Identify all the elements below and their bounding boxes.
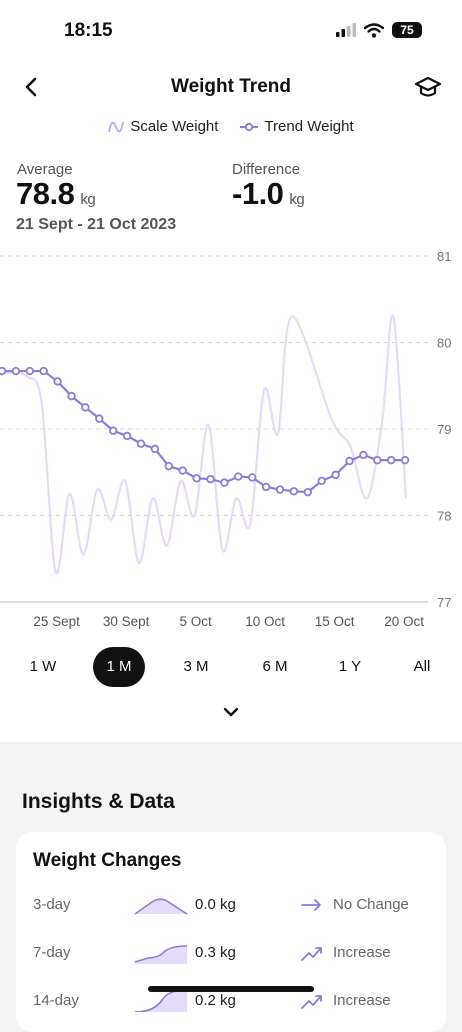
trend-label: Increase (333, 944, 391, 961)
graduation-cap-icon[interactable] (414, 74, 442, 102)
home-indicator (148, 986, 314, 992)
average-unit: kg (80, 191, 96, 208)
legend-scale-label: Scale Weight (130, 118, 219, 135)
average-value-block: 78.8 kg (16, 176, 96, 212)
signal-icon (336, 23, 356, 37)
x-tick-label: 15 Oct (315, 614, 355, 629)
difference-value: -1.0 (232, 176, 284, 211)
range-button-1m[interactable]: 1 M (93, 647, 145, 687)
page-title: Weight Trend (171, 76, 291, 97)
period-label: 3-day (33, 896, 71, 913)
trend-weight-line (2, 369, 406, 494)
trend-point (289, 487, 299, 496)
y-tick-label: 77 (437, 595, 451, 610)
trend-point (387, 455, 396, 465)
legend-trend-weight: Trend Weight (240, 118, 354, 135)
chevron-down-icon[interactable] (219, 700, 243, 724)
trend-point (95, 414, 104, 423)
insights-title: Insights & Data (22, 790, 175, 813)
card-title: Weight Changes (33, 850, 182, 871)
wifi-icon (364, 22, 384, 38)
trend-point (25, 366, 34, 376)
trend-point (11, 366, 21, 376)
wave-icon (108, 121, 125, 132)
trend-point (275, 485, 285, 494)
difference-unit: kg (289, 191, 305, 208)
sparkline (134, 898, 188, 915)
trend-point (53, 377, 62, 386)
range-button-all[interactable]: All (413, 658, 431, 675)
scale-weight-line (0, 314, 407, 575)
y-tick-label: 81 (437, 249, 451, 264)
weight-chart[interactable]: 81 80 79 78 77 25 Sept 30 Sept 5 Oct 10 Oct 15 Oc… (0, 240, 462, 640)
trend-point (400, 455, 410, 465)
average-value: 78.8 (16, 176, 75, 211)
back-icon[interactable] (20, 72, 44, 102)
trend-point (303, 487, 312, 497)
weight-changes-card[interactable]: Weight Changes 3-day 0.0 kg No Change 7-day… (16, 832, 446, 1032)
trend-point (359, 450, 368, 460)
range-button-1y[interactable]: 1 Y (338, 658, 362, 675)
change-value: 0.2 kg (195, 992, 236, 1009)
trend-point (317, 476, 326, 486)
trending-up-icon (301, 947, 322, 961)
header: Weight Trend (0, 72, 462, 102)
average-label: Average (17, 161, 73, 178)
change-value: 0.3 kg (195, 944, 236, 961)
status-icons: 75 (336, 22, 422, 38)
date-range: 21 Sept - 21 Oct 2023 (16, 216, 177, 233)
trend-point (108, 426, 118, 435)
dot-line-icon (240, 122, 259, 131)
y-tick-label: 80 (437, 336, 451, 351)
trending-up-icon (301, 995, 322, 1009)
status-time: 18:15 (64, 20, 113, 41)
trend-point (136, 439, 146, 448)
x-tick-label: 10 Oct (245, 614, 285, 629)
period-label: 14-day (33, 992, 79, 1009)
main-panel: 18:15 75 Weight Trend Scale Weight (0, 0, 462, 742)
period-label: 7-day (33, 944, 71, 961)
trend-point (261, 482, 271, 492)
y-tick-label: 79 (437, 422, 451, 437)
trend-point (192, 474, 201, 483)
trend-point (67, 391, 76, 401)
weight-change-row: 3-day 0.0 kg No Change (16, 890, 446, 920)
sparkline (134, 945, 188, 964)
trend-point (234, 472, 243, 481)
trend-label: No Change (333, 896, 409, 913)
legend-trend-label: Trend Weight (264, 118, 354, 135)
trend-point (206, 474, 215, 484)
x-tick-label: 5 Oct (179, 614, 212, 629)
range-button-1w[interactable]: 1 W (29, 658, 57, 675)
weight-change-row: 7-day 0.3 kg Increase (16, 938, 446, 968)
x-tick-label: 20 Oct (384, 614, 424, 629)
trend-point (178, 466, 187, 475)
trend-point (247, 473, 257, 482)
trend-label: Increase (333, 992, 391, 1009)
range-selector: 1 W 1 M 3 M 6 M 1 Y All (0, 645, 462, 691)
trend-point (0, 366, 7, 376)
difference-label: Difference (232, 161, 301, 178)
legend-scale-weight: Scale Weight (108, 118, 218, 135)
trend-point (39, 366, 48, 376)
trend-point (331, 470, 340, 480)
x-tick-label: 30 Sept (103, 614, 150, 629)
trend-point (345, 456, 354, 466)
trend-point (220, 478, 229, 487)
trend-point (373, 455, 382, 465)
chart-legend: Scale Weight Trend Weight (0, 118, 462, 135)
difference-value-block: -1.0 kg (232, 176, 305, 212)
y-tick-label: 78 (437, 509, 451, 524)
trend-point (150, 444, 160, 454)
change-value: 0.0 kg (195, 896, 236, 913)
range-button-6m[interactable]: 6 M (262, 658, 288, 675)
trend-point (164, 461, 173, 471)
trend-point (81, 403, 90, 412)
arrow-right-icon (301, 899, 321, 911)
range-button-3m[interactable]: 3 M (183, 658, 209, 675)
trend-point (122, 431, 132, 441)
x-tick-label: 25 Sept (33, 614, 80, 629)
battery-icon: 75 (392, 22, 422, 38)
